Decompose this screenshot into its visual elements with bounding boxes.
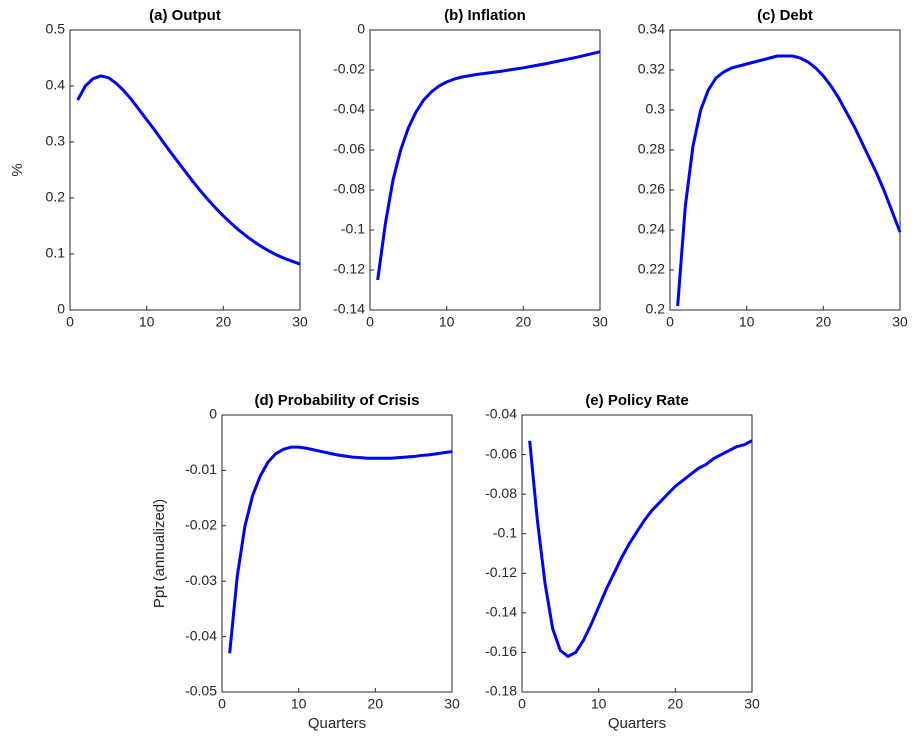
x-tick-label: 0 [218,696,226,712]
y-tick-label: -0.1 [493,524,517,540]
x-tick-label: 30 [892,314,908,330]
subplot-title: (e) Policy Rate [585,392,688,409]
axes-frame [369,29,601,311]
data-line [676,54,902,307]
x-axis-label: Quarters [608,715,666,732]
data-line [528,439,753,659]
x-tick-label: 0 [666,314,674,330]
subplot-title: (b) Inflation [444,7,526,24]
y-tick-label: -0.14 [333,301,365,317]
y-tick-label: -0.16 [485,643,517,659]
x-axis-label: Quarters [308,715,366,732]
y-tick-label: -0.08 [333,181,365,197]
y-tick-label: -0.01 [185,461,217,477]
y-tick-label: 0.2 [646,301,666,317]
y-tick-label: 0.3 [646,101,666,117]
y-tick-label: -0.18 [485,683,517,699]
subplot-title: (c) Debt [757,7,813,24]
y-tick-label: -0.08 [485,485,517,501]
axes-frame [521,414,753,693]
y-tick-label: -0.03 [185,572,217,588]
y-tick-label: -0.1 [341,221,365,237]
x-tick-label: 0 [518,696,526,712]
x-tick-label: 10 [739,314,755,330]
y-tick-label: 0.32 [638,61,665,77]
y-tick-label: -0.14 [485,604,517,620]
y-tick-label: -0.04 [185,627,217,643]
x-tick-label: 10 [139,314,155,330]
y-tick-label: -0.06 [333,141,365,157]
y-tick-label: 0.2 [46,189,66,205]
y-axis-label: % [9,163,26,176]
subplot-title: (d) Probability of Crisis [254,392,419,409]
x-tick-label: 20 [816,314,832,330]
x-tick-label: 30 [292,314,308,330]
y-tick-label: 0 [57,301,65,317]
y-tick-label: 0.24 [638,221,665,237]
x-tick-label: 20 [668,696,684,712]
x-tick-label: 10 [591,696,607,712]
data-line [376,50,601,281]
y-tick-label: 0.28 [638,141,665,157]
axes-frame [221,414,453,693]
data-line [228,445,453,654]
subplot-title: (a) Output [149,7,221,24]
y-tick-label: 0.26 [638,181,665,197]
y-tick-label: 0.4 [46,77,66,93]
x-tick-label: 0 [366,314,374,330]
x-tick-label: 30 [592,314,608,330]
x-tick-label: 20 [368,696,384,712]
x-tick-label: 30 [744,696,760,712]
y-tick-label: -0.02 [333,61,365,77]
y-tick-label: 0.3 [46,133,66,149]
x-tick-label: 10 [291,696,307,712]
y-tick-label: -0.06 [485,445,517,461]
y-tick-label: 0.22 [638,261,665,277]
data-line [76,74,301,266]
y-axis-label: Ppt (annualized) [151,499,168,608]
x-tick-label: 10 [439,314,455,330]
y-tick-label: -0.04 [333,101,365,117]
y-tick-label: 0 [209,406,217,422]
x-tick-label: 20 [216,314,232,330]
x-tick-label: 30 [444,696,460,712]
x-tick-label: 0 [66,314,74,330]
y-tick-label: 0.1 [46,245,66,261]
axes-frame [69,29,301,311]
y-tick-label: 0.5 [46,21,66,37]
y-tick-label: -0.12 [485,564,517,580]
y-tick-label: 0.34 [638,21,665,37]
axes-frame [669,29,901,311]
y-tick-label: -0.05 [185,683,217,699]
y-tick-label: -0.02 [185,517,217,533]
x-tick-label: 20 [516,314,532,330]
y-tick-label: 0 [357,21,365,37]
y-tick-label: -0.04 [485,406,517,422]
y-tick-label: -0.12 [333,261,365,277]
